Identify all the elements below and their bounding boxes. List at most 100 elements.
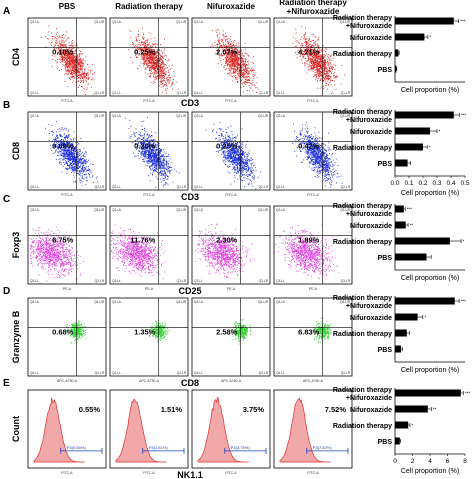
event-dot bbox=[63, 54, 65, 55]
event-dot bbox=[68, 156, 70, 158]
event-dot bbox=[163, 151, 165, 153]
event-dot bbox=[329, 76, 330, 77]
event-dot bbox=[57, 147, 59, 149]
event-dot bbox=[146, 58, 148, 60]
event-dot bbox=[64, 147, 65, 149]
event-dot bbox=[63, 52, 65, 54]
event-dot bbox=[154, 54, 156, 56]
event-dot bbox=[155, 186, 157, 188]
event-dot bbox=[160, 66, 162, 68]
event-dot bbox=[148, 155, 150, 157]
event-dot bbox=[222, 66, 224, 68]
event-dot bbox=[251, 70, 253, 72]
event-dot bbox=[325, 62, 326, 64]
event-dot bbox=[225, 32, 226, 34]
event-dot bbox=[144, 57, 146, 59]
event-dot bbox=[227, 49, 229, 51]
event-dot bbox=[302, 56, 304, 58]
event-dot bbox=[70, 53, 72, 55]
event-dot bbox=[75, 70, 76, 72]
event-dot bbox=[315, 74, 317, 76]
event-dot bbox=[242, 64, 244, 66]
event-dot bbox=[234, 71, 236, 72]
event-dot bbox=[313, 45, 315, 46]
event-dot bbox=[241, 70, 243, 72]
event-dot bbox=[317, 58, 319, 60]
event-dot bbox=[162, 178, 164, 179]
event-dot bbox=[320, 54, 322, 56]
event-dot bbox=[154, 67, 156, 68]
event-dot bbox=[66, 168, 68, 170]
event-dot bbox=[65, 51, 67, 52]
event-dot bbox=[65, 167, 67, 169]
event-dot bbox=[74, 68, 76, 70]
event-dot bbox=[73, 149, 75, 151]
event-dot bbox=[79, 149, 81, 150]
event-dot bbox=[218, 40, 220, 42]
event-dot bbox=[147, 65, 149, 67]
event-dot bbox=[83, 174, 85, 176]
event-dot bbox=[66, 53, 68, 55]
event-dot bbox=[145, 151, 147, 153]
event-dot bbox=[231, 50, 233, 51]
event-dot bbox=[315, 66, 316, 68]
event-dot bbox=[80, 53, 82, 54]
event-dot bbox=[230, 61, 232, 63]
event-dot bbox=[241, 65, 243, 67]
event-dot bbox=[62, 150, 64, 151]
event-dot bbox=[80, 65, 82, 67]
event-dot bbox=[76, 146, 78, 148]
event-dot bbox=[71, 69, 73, 71]
event-dot bbox=[66, 150, 68, 152]
event-dot bbox=[330, 77, 332, 79]
event-dot bbox=[55, 158, 57, 160]
event-dot bbox=[164, 68, 166, 70]
event-dot bbox=[74, 168, 75, 170]
event-dot bbox=[76, 163, 78, 165]
event-dot bbox=[239, 57, 241, 59]
event-dot bbox=[55, 144, 57, 145]
event-dot bbox=[56, 41, 58, 43]
event-dot bbox=[227, 59, 229, 61]
event-dot bbox=[136, 143, 137, 145]
event-dot bbox=[307, 45, 308, 47]
event-dot bbox=[227, 46, 229, 48]
event-dot bbox=[77, 86, 79, 88]
event-dot bbox=[62, 148, 64, 150]
event-dot bbox=[48, 42, 50, 44]
event-dot bbox=[147, 44, 149, 45]
event-dot bbox=[159, 81, 161, 82]
event-dot bbox=[149, 69, 151, 71]
event-dot bbox=[317, 52, 319, 54]
event-dot bbox=[327, 61, 329, 63]
event-dot bbox=[320, 64, 322, 66]
event-dot bbox=[229, 66, 230, 68]
event-dot bbox=[219, 40, 221, 42]
event-dot bbox=[309, 65, 311, 66]
event-dot bbox=[160, 164, 162, 165]
event-dot bbox=[147, 51, 149, 53]
event-dot bbox=[83, 165, 85, 167]
event-dot bbox=[167, 80, 169, 81]
event-dot bbox=[73, 78, 75, 79]
event-dot bbox=[65, 65, 67, 66]
event-dot bbox=[241, 55, 243, 57]
event-dot bbox=[162, 65, 164, 67]
event-dot bbox=[62, 52, 63, 54]
event-dot bbox=[62, 58, 63, 60]
event-dot bbox=[67, 69, 69, 71]
event-dot bbox=[147, 55, 149, 57]
event-dot bbox=[80, 156, 82, 158]
event-dot bbox=[309, 46, 311, 47]
event-dot bbox=[69, 56, 71, 58]
event-dot bbox=[320, 56, 322, 58]
event-dot bbox=[64, 68, 66, 70]
event-dot bbox=[233, 44, 235, 46]
event-dot bbox=[155, 59, 157, 61]
event-dot bbox=[155, 78, 157, 80]
event-dot bbox=[151, 144, 153, 146]
event-dot bbox=[320, 61, 321, 63]
event-dot bbox=[152, 54, 154, 56]
quadrant-label: Q1-UR bbox=[258, 20, 269, 24]
event-dot bbox=[58, 150, 60, 152]
